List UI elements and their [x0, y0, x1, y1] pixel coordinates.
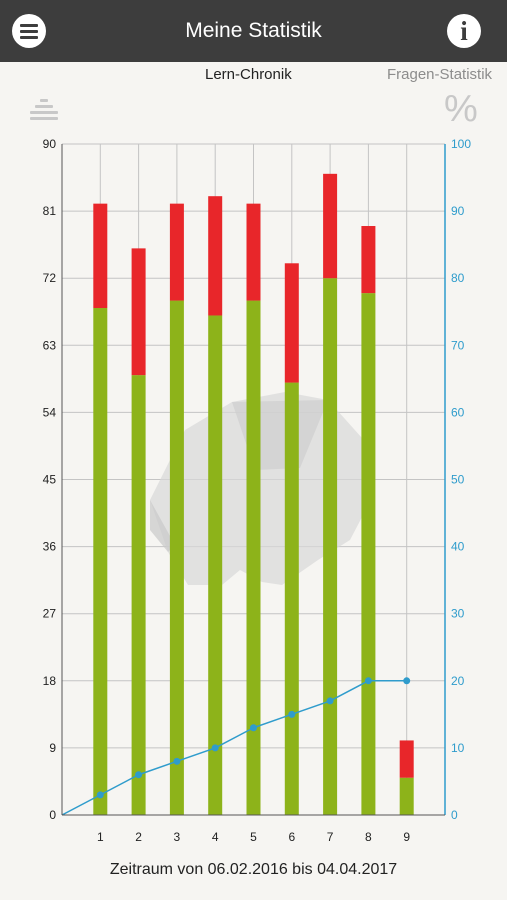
- bar-wrong: [208, 196, 223, 316]
- bar-correct: [246, 300, 261, 816]
- y-right-tick-label: 100: [451, 137, 471, 151]
- x-tick-label: 2: [135, 830, 142, 844]
- info-icon[interactable]: i: [447, 14, 481, 48]
- y-left-tick-label: 27: [43, 607, 57, 621]
- y-left-tick-label: 54: [43, 405, 57, 419]
- y-right-tick-label: 30: [451, 607, 465, 621]
- y-left-tick-label: 63: [43, 338, 57, 352]
- x-tick-label: 9: [403, 830, 410, 844]
- line-point: [288, 710, 296, 718]
- bar-wrong: [399, 740, 414, 778]
- y-right-tick-label: 90: [451, 204, 465, 218]
- bar-wrong: [284, 263, 299, 383]
- y-left-tick-label: 36: [43, 540, 57, 554]
- y-right-tick-label: 70: [451, 338, 465, 352]
- y-right-tick-label: 40: [451, 540, 465, 554]
- y-left-tick-label: 72: [43, 271, 57, 285]
- line-point: [173, 757, 181, 765]
- bar-wrong: [323, 173, 338, 279]
- tab-lern-chronik[interactable]: Lern-Chronik: [205, 66, 292, 83]
- y-right-tick-label: 20: [451, 674, 465, 688]
- line-point: [96, 791, 104, 799]
- y-right-tick-label: 60: [451, 405, 465, 419]
- hamburger-menu-icon[interactable]: [12, 14, 46, 48]
- chart: 0918273645546372819001020304050607080901…: [43, 137, 472, 844]
- x-tick-label: 5: [250, 830, 257, 844]
- tab-fragen-statistik[interactable]: Fragen-Statistik: [387, 66, 493, 83]
- bar-wrong: [246, 203, 261, 301]
- bar-correct: [208, 315, 223, 815]
- y-right-tick-label: 50: [451, 473, 465, 487]
- bar-wrong: [93, 203, 108, 309]
- y-left-tick-label: 9: [49, 741, 56, 755]
- bar-wrong: [361, 226, 376, 294]
- x-tick-label: 4: [212, 830, 219, 844]
- y-right-tick-label: 0: [451, 808, 458, 822]
- app-header: Meine Statistik i: [0, 0, 507, 62]
- line-point: [250, 724, 257, 732]
- bar-correct: [131, 375, 146, 815]
- y-right-tick-label: 80: [451, 271, 465, 285]
- x-tick-label: 3: [174, 830, 181, 844]
- sort-lines-icon[interactable]: [30, 99, 58, 121]
- line-point: [364, 677, 372, 685]
- x-tick-label: 8: [365, 830, 372, 844]
- bar-correct: [169, 300, 184, 816]
- x-tick-label: 6: [288, 830, 295, 844]
- y-right-tick-label: 10: [451, 741, 465, 755]
- y-left-tick-label: 90: [43, 137, 57, 151]
- line-point: [403, 677, 411, 685]
- x-tick-label: 1: [97, 830, 104, 844]
- page-title: Meine Statistik: [185, 19, 322, 42]
- y-left-tick-label: 18: [43, 674, 57, 688]
- x-tick-label: 7: [327, 830, 334, 844]
- bar-correct: [399, 777, 414, 815]
- percent-icon[interactable]: %: [444, 88, 478, 130]
- y-left-tick-label: 81: [43, 204, 57, 218]
- line-series-path: [61, 680, 407, 816]
- bar-correct: [284, 382, 299, 815]
- line-point: [326, 697, 334, 705]
- line-point: [211, 744, 219, 752]
- y-left-tick-label: 45: [43, 473, 57, 487]
- period-label: Zeitraum von 06.02.2016 bis 04.04.2017: [109, 861, 398, 878]
- bar-wrong: [131, 248, 146, 376]
- y-left-tick-label: 0: [49, 808, 56, 822]
- bar-correct: [323, 278, 338, 815]
- line-point: [135, 771, 143, 779]
- bar-correct: [361, 293, 376, 816]
- bar-correct: [93, 308, 108, 815]
- bar-wrong: [169, 203, 184, 301]
